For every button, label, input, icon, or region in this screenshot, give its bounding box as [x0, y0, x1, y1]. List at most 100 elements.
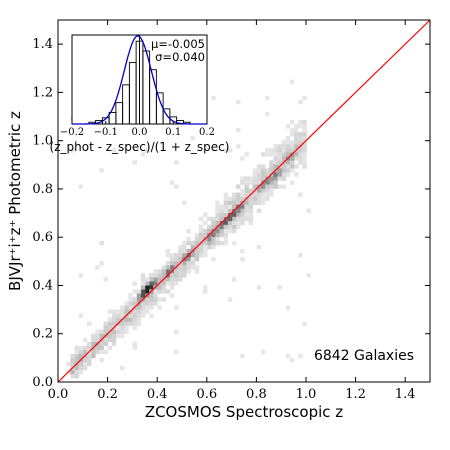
density-cell — [132, 160, 137, 165]
density-cell — [298, 148, 303, 153]
density-cell — [132, 325, 137, 330]
density-cell — [186, 228, 191, 234]
density-cell — [136, 321, 142, 326]
density-cell — [153, 301, 158, 306]
density-cell — [157, 305, 162, 310]
density-cell — [86, 357, 92, 363]
density-cell — [227, 204, 233, 209]
density-cell — [256, 168, 262, 173]
density-cell — [227, 216, 233, 222]
density-cell — [136, 297, 142, 302]
density-cell — [244, 180, 249, 185]
density-cell — [289, 132, 295, 137]
density-cell — [182, 261, 187, 266]
density-cell — [103, 341, 108, 347]
density-cell — [99, 345, 104, 351]
density-cell — [107, 337, 113, 342]
density-cell — [107, 321, 113, 326]
density-cell — [74, 357, 80, 363]
density-cell — [236, 144, 241, 149]
density-cell — [115, 325, 121, 330]
density-cell — [236, 200, 241, 205]
density-cell — [215, 216, 220, 222]
density-cell — [194, 249, 200, 254]
density-cell — [236, 184, 241, 189]
density-cell — [107, 317, 113, 322]
density-cell — [273, 160, 278, 165]
density-cell — [277, 160, 282, 165]
density-cell — [236, 192, 241, 197]
density-cell — [240, 353, 245, 359]
inset-tick-label: 0.2 — [199, 127, 215, 138]
density-cell — [223, 204, 229, 209]
density-cell — [202, 285, 208, 290]
density-cell — [132, 289, 137, 294]
density-cell — [236, 208, 241, 214]
density-cell — [231, 200, 237, 205]
density-cell — [294, 136, 299, 141]
density-cell — [215, 232, 220, 238]
density-cell — [240, 204, 245, 209]
density-cell — [120, 309, 125, 314]
density-cell — [124, 329, 129, 334]
density-cell — [223, 192, 229, 197]
density-cell — [194, 253, 200, 258]
density-cell — [211, 216, 216, 222]
density-cell — [144, 277, 150, 282]
density-cell — [302, 321, 307, 326]
density-cell — [219, 240, 224, 246]
density-cell — [157, 289, 162, 294]
density-cell — [182, 200, 187, 205]
inset-tick-label: −0.2 — [60, 127, 84, 138]
density-cell — [169, 285, 175, 290]
density-cell — [207, 224, 212, 230]
density-cell — [294, 144, 299, 149]
density-cell — [240, 196, 245, 201]
density-cell — [182, 265, 187, 270]
density-cell — [252, 172, 258, 177]
density-cell — [227, 220, 233, 226]
density-cell — [149, 297, 154, 302]
x-tick-label: 0.6 — [196, 387, 217, 402]
density-cell — [294, 152, 299, 157]
density-cell — [248, 216, 253, 222]
density-cell — [144, 297, 150, 302]
density-cell — [240, 220, 245, 226]
density-cell — [165, 269, 171, 274]
density-cell — [78, 273, 84, 278]
density-cell — [186, 261, 191, 266]
density-cell — [252, 184, 258, 189]
density-cell — [128, 305, 133, 310]
density-cell — [178, 277, 183, 282]
density-cell — [202, 228, 208, 234]
density-cell — [165, 289, 171, 294]
density-cell — [136, 317, 142, 322]
density-cell — [74, 373, 80, 379]
x-tick-label: 1.2 — [345, 387, 366, 402]
density-cell — [269, 192, 274, 197]
density-cell — [248, 200, 253, 205]
density-cell — [277, 148, 282, 153]
density-cell — [161, 273, 166, 278]
density-cell — [294, 140, 299, 145]
density-cell — [285, 305, 291, 310]
density-cell — [236, 224, 241, 230]
density-cell — [289, 140, 295, 145]
density-cell — [182, 240, 187, 246]
density-cell — [240, 216, 245, 222]
density-cell — [285, 136, 291, 141]
inset-gaussian-fit — [72, 35, 207, 125]
density-cell — [260, 184, 266, 189]
density-cell — [78, 349, 84, 355]
density-cell — [149, 301, 154, 306]
density-cell — [182, 273, 187, 278]
density-cell — [95, 345, 100, 351]
density-cell — [178, 257, 183, 262]
density-cell — [236, 220, 241, 226]
density-cell — [215, 240, 220, 246]
density-cell — [265, 172, 270, 177]
density-cell — [91, 349, 96, 355]
density-cell — [248, 176, 253, 181]
x-tick-label: 0.8 — [246, 387, 267, 402]
density-cell — [202, 240, 208, 246]
